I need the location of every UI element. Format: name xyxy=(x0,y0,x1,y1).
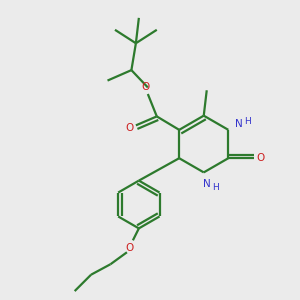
Text: N: N xyxy=(235,119,243,130)
Text: O: O xyxy=(256,153,264,163)
Text: O: O xyxy=(141,82,150,92)
Text: N: N xyxy=(203,179,211,189)
Text: H: H xyxy=(244,117,251,126)
Text: O: O xyxy=(125,123,134,133)
Text: H: H xyxy=(212,183,219,192)
Text: O: O xyxy=(126,243,134,253)
